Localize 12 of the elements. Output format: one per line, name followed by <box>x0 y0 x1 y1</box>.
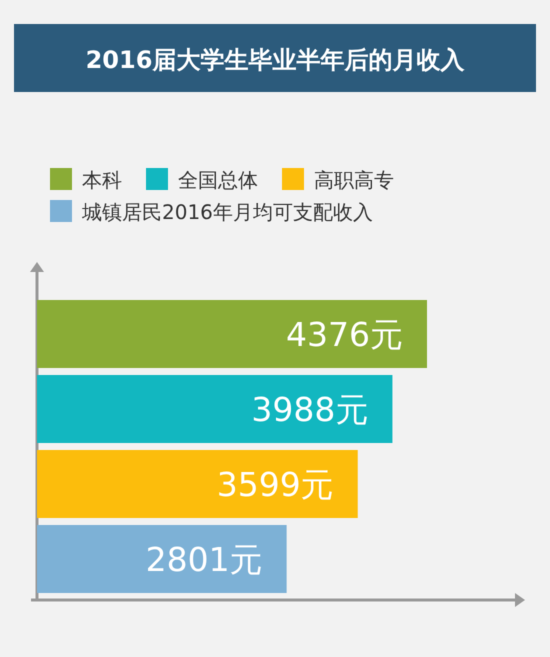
data-label: 3599元 <box>216 465 334 504</box>
bar <box>37 450 358 518</box>
data-label: 2801元 <box>146 540 263 579</box>
bar <box>37 300 427 368</box>
legend-label: 全国总体 <box>178 168 258 192</box>
legend-label: 高职高专 <box>314 168 394 192</box>
legend-label: 本科 <box>82 168 122 192</box>
chart-title: 2016届大学生毕业半年后的月收入 <box>86 46 466 74</box>
bar <box>37 375 392 443</box>
data-label: 3988元 <box>251 390 368 429</box>
data-label: 4376元 <box>286 315 403 354</box>
legend-label: 城镇居民2016年月均可支配收入 <box>81 200 373 224</box>
